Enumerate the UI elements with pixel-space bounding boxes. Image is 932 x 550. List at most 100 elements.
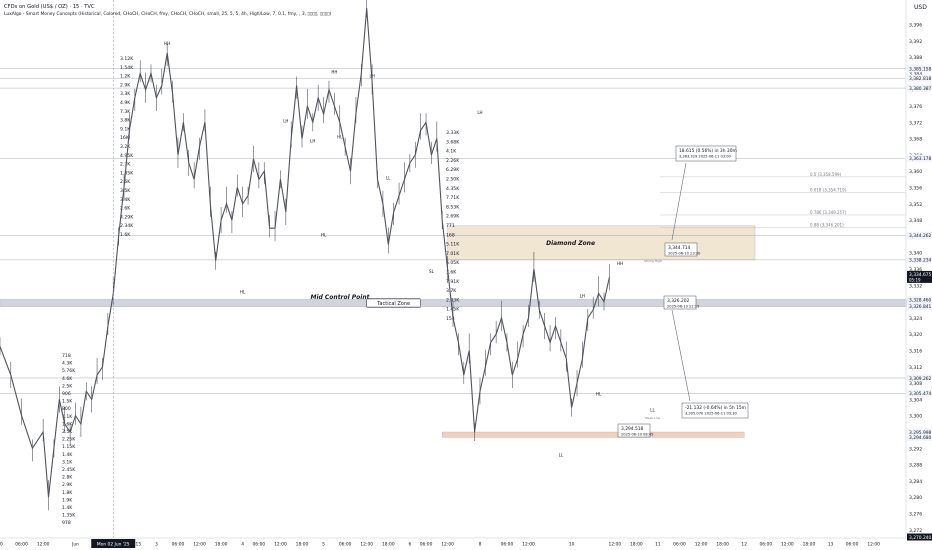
y-tick-label: 3,280 — [909, 495, 922, 501]
price-tag-label: 3,326.841 — [909, 304, 932, 310]
price-tag — [907, 533, 932, 541]
volume-label: 3.8K — [120, 118, 131, 124]
volume-label: 1.4K — [62, 505, 73, 511]
structure-label: HH — [164, 41, 170, 46]
volume-label: 154 — [446, 316, 455, 322]
price-line — [0, 8, 610, 498]
structure-label: LL — [386, 175, 391, 180]
volume-label: 2.25K — [62, 437, 76, 443]
volume-label: 3.3K — [120, 91, 131, 97]
x-tick-label: 8 — [479, 542, 482, 548]
annotation-box — [664, 242, 698, 257]
volume-label: 1.54K — [120, 65, 134, 71]
price-tag-label: 3,380.387 — [909, 86, 932, 92]
volume-label: 1.9K — [62, 497, 73, 503]
zone-rect — [442, 431, 745, 438]
volume-label: 6.05K — [446, 260, 460, 266]
y-tick-label: 3,284 — [909, 479, 922, 485]
y-tick-label: 3,384 — [909, 71, 922, 77]
volume-label: 6.29K — [446, 167, 460, 173]
structure-label: LH — [477, 110, 482, 115]
volume-label: 2.9K — [120, 82, 131, 88]
y-tick-label: 3,324 — [909, 316, 922, 322]
x-tick-label: 12:00 — [867, 542, 880, 548]
price-tag — [907, 433, 932, 441]
volume-label: 3.12K — [120, 56, 134, 62]
y-tick-label: 3,336 — [909, 267, 922, 273]
annotation-line1: 3,294.518 — [621, 426, 644, 432]
volume-label: 2.69K — [446, 214, 460, 220]
y-tick-label: 3,312 — [909, 365, 922, 371]
volume-label: 906 — [62, 391, 71, 397]
x-tick-label: 12:00 — [441, 542, 454, 548]
volume-label: 4.1K — [446, 149, 457, 155]
zone-label: Diamond Zone — [546, 240, 595, 247]
volume-label: 1.2K — [120, 74, 131, 80]
structure-label: HL — [240, 289, 246, 294]
y-tick-label: 3,320 — [909, 332, 922, 338]
y-tick-label: 3,376 — [909, 104, 922, 110]
volume-label: 3.4K — [120, 197, 131, 203]
volume-label: 7.3K — [120, 109, 131, 115]
price-series-layer — [0, 0, 610, 511]
annotation-line2: 3,363.329 2025-06-11 03:00 — [679, 155, 732, 159]
y-tick-label: 3,304 — [909, 397, 922, 403]
x-tick-label: 18:00 — [716, 542, 729, 548]
y-tick-label: 3,316 — [909, 349, 922, 355]
x-tick-label: 12:00 — [781, 542, 794, 548]
x-tick-label: 06:00 — [673, 542, 686, 548]
x-tick-label: 06:00 — [501, 542, 514, 548]
volume-label: 1.35K — [62, 513, 76, 519]
volume-label: 7.01K — [446, 251, 460, 257]
annotation-line1: 18.615 (0.56%) in 3h 30m — [679, 148, 737, 154]
x-tick-label: 18:00 — [215, 542, 228, 548]
annotation-line2: 2025-06-10 08:45 — [621, 433, 653, 437]
y-tick-label: 3,288 — [909, 463, 922, 469]
price-tag-label: 3,270.240 — [909, 535, 932, 541]
volume-label: 718 — [62, 353, 71, 359]
y-tick-label: 3,356 — [909, 185, 922, 191]
x-tick-label: Mon 02 Jun '25 — [97, 542, 130, 548]
y-tick-label: 3,368 — [909, 137, 922, 143]
volume-label: 2.50K — [446, 177, 460, 183]
y-tick-label: 3,272 — [909, 528, 922, 534]
price-tag — [907, 270, 932, 283]
x-tick-label: 12 — [741, 542, 747, 548]
volume-label: 3.5K — [120, 188, 131, 194]
volume-label: 1.5K — [62, 399, 73, 405]
volume-label: 7.71K — [446, 195, 460, 201]
structure-label: HL — [596, 391, 602, 396]
y-tick-label: 3,292 — [909, 446, 922, 452]
structure-label: LL — [559, 452, 564, 457]
x-tick-label: 3 — [155, 542, 158, 548]
price-tag — [907, 428, 932, 436]
y-tick-label: 3,352 — [909, 202, 922, 208]
price-tag — [907, 65, 932, 73]
volume-label: 3.2K — [120, 144, 131, 150]
structure-label: LL — [650, 408, 655, 413]
volume-label: 2.5K — [62, 383, 73, 389]
price-tag — [907, 154, 932, 162]
y-tick-label: 3,360 — [909, 169, 922, 175]
small-label: Strong High — [644, 259, 662, 263]
volume-label: 1.15K — [62, 444, 76, 450]
x-tick-label: Jun — [71, 542, 79, 548]
annotation-line2: 2025-06-10 22:15 — [667, 305, 699, 309]
volume-label: 3.1K — [62, 459, 73, 465]
volume-label: 771 — [446, 223, 455, 229]
price-tag-label: 3,295.998 — [909, 430, 932, 436]
price-tag-label: 3,382.818 — [909, 76, 932, 82]
x-tick-label: 12:00 — [274, 542, 287, 548]
annotation-line2: 2025-06-10 23:30 — [668, 252, 701, 256]
x-tick-label: 06:00 — [15, 542, 28, 548]
volume-label: 7.91K — [446, 279, 460, 285]
price-tag — [907, 256, 932, 264]
volume-label: 2.6K — [120, 206, 131, 212]
price-tag — [907, 389, 932, 397]
structure-label: HH — [617, 261, 623, 266]
volume-label: 2.45K — [62, 467, 76, 473]
x-tick-label: 18:00 — [382, 542, 395, 548]
y-tick-label: 3,276 — [909, 512, 922, 518]
